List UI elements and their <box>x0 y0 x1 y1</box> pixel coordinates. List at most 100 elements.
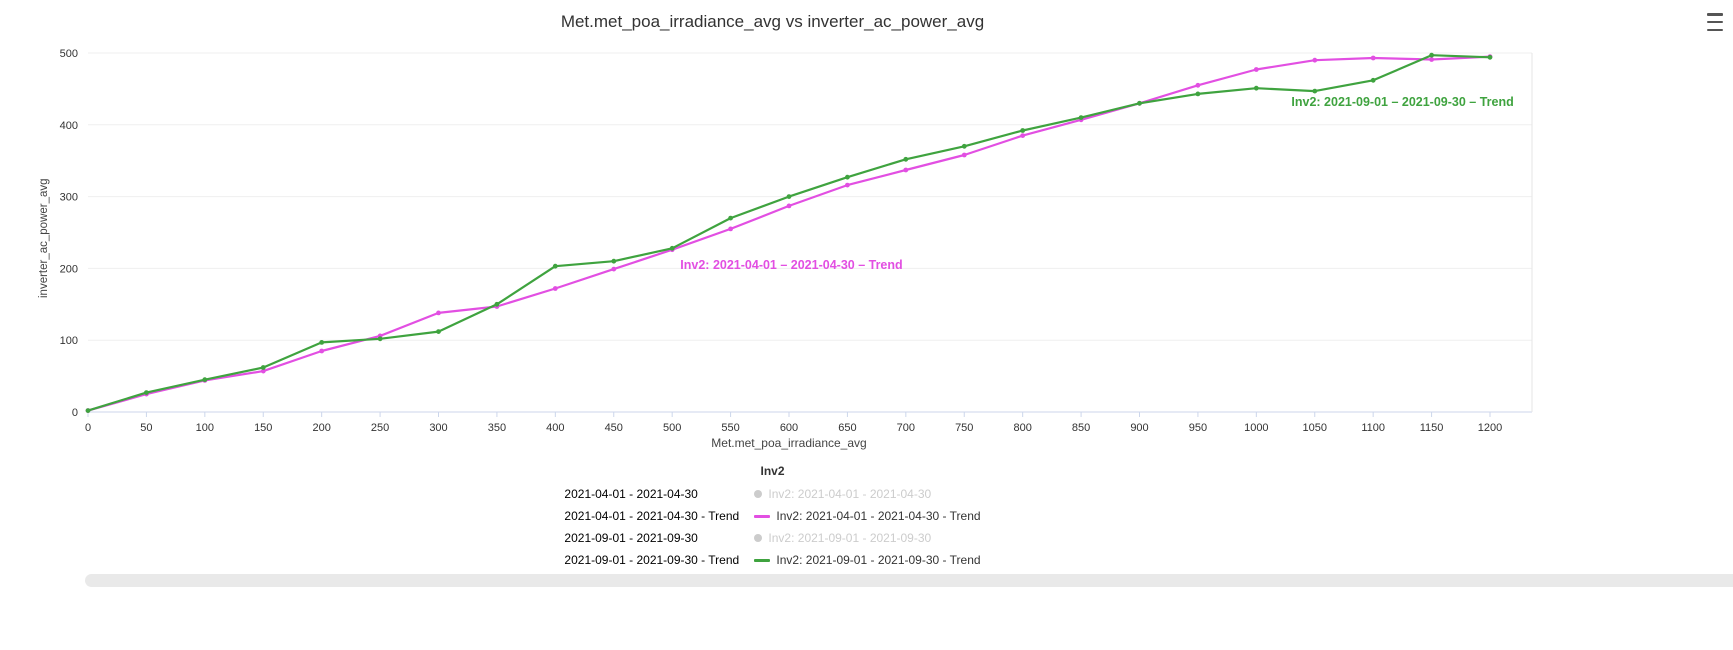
x-axis-title: Met.met_poa_irradiance_avg <box>711 436 867 450</box>
legend-row-label: 2021-04-01 - 2021-04-30 <box>564 487 698 501</box>
data-point-marker <box>786 194 792 200</box>
y-tick-label: 200 <box>60 263 78 275</box>
data-point-marker <box>1195 82 1201 88</box>
data-point-marker <box>1370 77 1376 83</box>
data-point-marker <box>1078 115 1084 120</box>
legend-item[interactable]: Inv2: 2021-04-01 - 2021-04-30 - Trend <box>754 505 981 527</box>
x-tick-label: 900 <box>1130 422 1148 434</box>
x-tick-label: 1000 <box>1244 422 1268 434</box>
x-tick-label: 300 <box>429 422 447 434</box>
data-point-marker <box>260 368 266 374</box>
data-point-marker <box>494 301 500 307</box>
x-tick-label: 650 <box>838 422 856 434</box>
legend-item[interactable]: Inv2: 2021-09-01 - 2021-09-30 - Trend <box>754 549 981 571</box>
legend-item-label: Inv2: 2021-09-01 - 2021-09-30 <box>768 531 932 545</box>
data-point-marker <box>728 226 733 232</box>
data-point-marker <box>552 286 558 291</box>
legend: Inv2 2021-04-01 - 2021-04-30 Inv2: 2021-0… <box>0 464 1545 571</box>
y-axis-title: inverter_ac_power_avg <box>38 178 50 298</box>
data-point-marker <box>903 167 909 173</box>
data-point-marker <box>1137 100 1142 106</box>
legend-item-label: Inv2: 2021-04-01 - 2021-04-30 - Trend <box>776 509 981 523</box>
legend-grid: 2021-04-01 - 2021-04-30 Inv2: 2021-04-01 … <box>564 483 980 571</box>
legend-item[interactable]: Inv2: 2021-04-01 - 2021-04-30 <box>754 483 980 505</box>
data-point-marker <box>1312 57 1318 63</box>
data-point-marker <box>1020 133 1026 139</box>
data-point-marker <box>728 215 733 221</box>
x-tick-label: 500 <box>663 422 681 434</box>
x-tick-label: 1200 <box>1478 422 1502 434</box>
chart: Met.met_poa_irradiance_avg vs inverter_a… <box>0 12 1545 571</box>
x-tick-label: 700 <box>897 422 915 434</box>
data-point-marker <box>1312 88 1318 94</box>
horizontal-scrollbar[interactable] <box>85 574 1733 587</box>
series-label: Inv2: 2021-09-01 – 2021-09-30 – Trend <box>1291 95 1513 109</box>
legend-line-marker <box>754 514 771 518</box>
x-tick-label: 0 <box>85 422 91 434</box>
legend-dot-marker <box>754 490 763 498</box>
y-tick-label: 0 <box>72 407 78 419</box>
data-point-marker <box>436 329 441 334</box>
x-tick-label: 350 <box>488 422 506 434</box>
data-point-marker <box>436 310 441 316</box>
y-tick-label: 100 <box>60 335 78 347</box>
x-tick-label: 150 <box>254 422 272 434</box>
data-point-marker <box>669 245 675 251</box>
x-tick-label: 50 <box>140 422 152 434</box>
data-point-marker <box>552 263 558 269</box>
legend-row-label: 2021-09-01 - 2021-09-30 - Trend <box>564 553 740 567</box>
series-label: Inv2: 2021-04-01 – 2021-04-30 – Trend <box>680 258 902 272</box>
data-point-marker <box>845 182 850 188</box>
trend-line-1[interactable] <box>86 55 1492 412</box>
legend-row-label: 2021-09-01 - 2021-09-30 <box>564 531 698 545</box>
y-tick-label: 400 <box>60 120 78 132</box>
data-point-marker <box>144 390 149 395</box>
x-tick-label: 750 <box>955 422 973 434</box>
data-point-marker <box>319 348 325 354</box>
chart-title: Met.met_poa_irradiance_avg vs inverter_a… <box>560 12 985 31</box>
x-tick-label: 850 <box>1072 422 1090 434</box>
x-tick-label: 800 <box>1013 422 1031 434</box>
x-tick-label: 450 <box>605 422 623 434</box>
data-point-marker <box>1487 54 1493 60</box>
x-tick-label: 200 <box>312 422 330 434</box>
trend-line-2[interactable] <box>86 54 1492 412</box>
data-point-marker <box>1253 85 1259 91</box>
data-point-marker <box>1020 128 1026 133</box>
data-point-marker <box>1253 67 1259 72</box>
data-point-marker <box>786 203 792 209</box>
x-tick-label: 400 <box>546 422 564 434</box>
data-point-marker <box>319 340 325 345</box>
x-tick-label: 550 <box>721 422 739 434</box>
data-point-marker <box>85 408 91 413</box>
legend-item-label: Inv2: 2021-04-01 - 2021-04-30 <box>768 487 932 501</box>
data-point-marker <box>260 365 266 370</box>
legend-dot-marker <box>754 534 763 542</box>
data-point-marker <box>377 336 383 342</box>
x-tick-label: 1150 <box>1420 422 1444 434</box>
data-point-marker <box>961 143 967 149</box>
data-point-marker <box>1429 57 1434 62</box>
legend-item[interactable]: Inv2: 2021-09-01 - 2021-09-30 <box>754 527 980 549</box>
data-point-marker <box>1429 52 1434 58</box>
y-tick-label: 300 <box>60 192 78 204</box>
x-tick-label: 1050 <box>1303 422 1327 434</box>
x-tick-label: 950 <box>1189 422 1207 434</box>
x-tick-label: 100 <box>196 422 214 434</box>
legend-title: Inv2 <box>760 464 785 478</box>
data-point-marker <box>961 152 967 158</box>
data-point-marker <box>1370 55 1376 61</box>
legend-line-marker <box>754 558 771 562</box>
x-tick-label: 600 <box>780 422 798 434</box>
legend-row-label: 2021-04-01 - 2021-04-30 - Trend <box>564 509 740 523</box>
legend-item-label: Inv2: 2021-09-01 - 2021-09-30 - Trend <box>776 553 981 567</box>
data-point-marker <box>611 258 617 264</box>
x-tick-label: 1100 <box>1361 422 1385 434</box>
data-point-marker <box>611 266 617 272</box>
hamburger-icon <box>1707 13 1725 31</box>
x-tick-label: 250 <box>371 422 389 434</box>
chart-context-menu-button[interactable] <box>1702 10 1730 34</box>
y-tick-label: 500 <box>60 48 78 60</box>
data-point-marker <box>202 377 208 383</box>
